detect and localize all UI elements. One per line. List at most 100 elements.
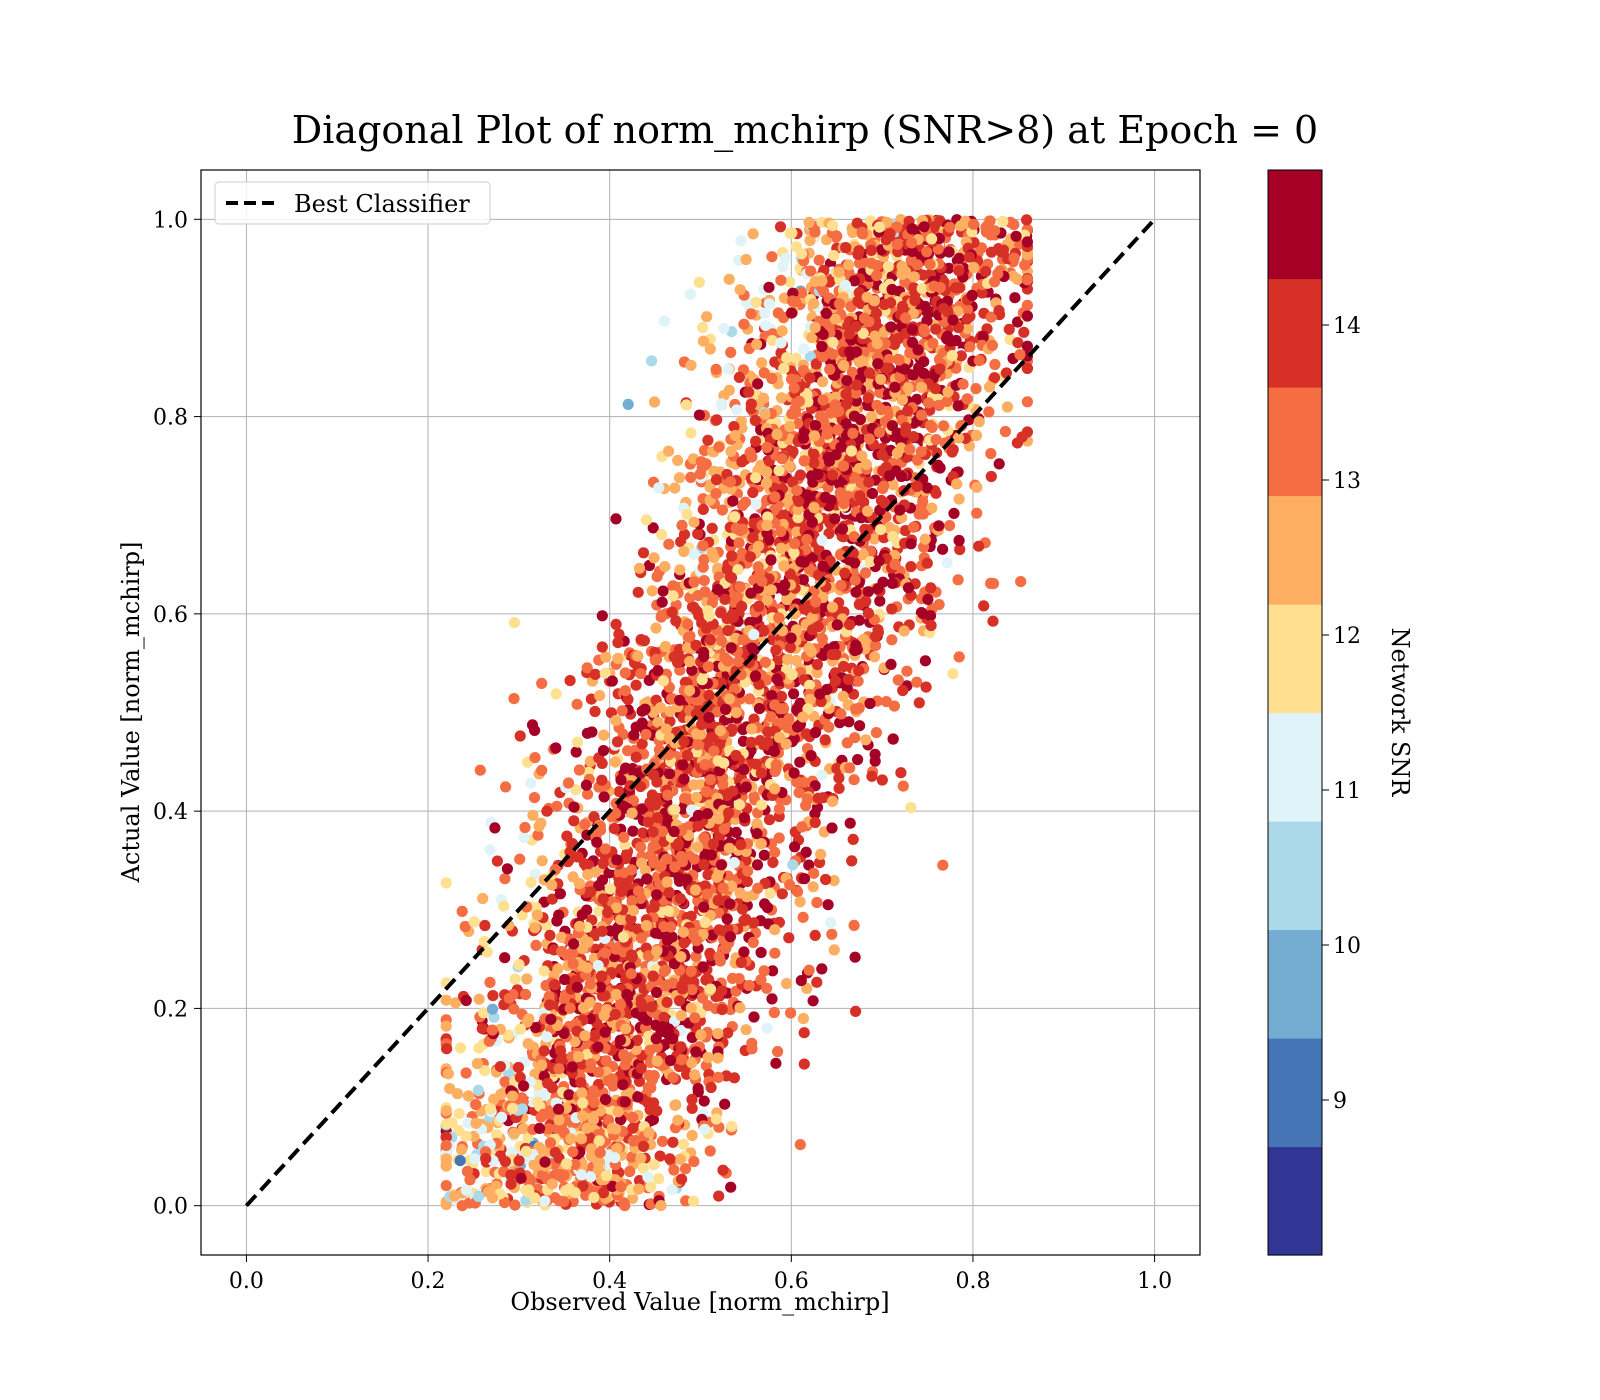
scatter-point	[783, 460, 796, 472]
scatter-point	[553, 1114, 565, 1126]
scatter-point	[856, 450, 868, 462]
scatter-point	[761, 1022, 773, 1034]
scatter-point	[619, 1200, 631, 1212]
scatter-point	[1009, 292, 1021, 304]
scatter-point	[852, 675, 864, 687]
scatter-point	[544, 929, 556, 942]
scatter-point	[761, 594, 774, 606]
scatter-point	[613, 786, 625, 798]
scatter-point	[652, 665, 664, 677]
scatter-point	[736, 601, 748, 613]
scatter-point	[817, 328, 829, 340]
scatter-point	[613, 867, 626, 879]
scatter-point	[1012, 316, 1024, 328]
scatter-point	[783, 713, 795, 725]
scatter-point	[789, 841, 801, 853]
scatter-point	[616, 885, 629, 897]
scatter-point	[751, 859, 764, 871]
scatter-point	[854, 257, 866, 269]
scatter-point	[898, 625, 910, 637]
scatter-point	[902, 582, 915, 594]
scatter-point	[695, 1029, 707, 1041]
scatter-point	[746, 451, 758, 463]
scatter-point	[747, 228, 759, 240]
scatter-point	[778, 362, 790, 374]
scatter-point	[692, 1083, 704, 1095]
scatter-point	[762, 726, 774, 738]
scatter-point	[570, 784, 582, 796]
scatter-point	[866, 487, 879, 500]
scatter-point	[618, 1049, 630, 1061]
scatter-point	[658, 965, 671, 978]
scatter-point	[746, 642, 758, 654]
scatter-point	[606, 1122, 619, 1135]
scatter-point	[865, 411, 878, 423]
scatter-point	[642, 950, 655, 962]
scatter-point	[901, 665, 913, 677]
scatter-point	[635, 841, 647, 853]
scatter-point	[807, 881, 819, 893]
scatter-point	[573, 877, 586, 890]
scatter-point	[706, 731, 718, 743]
scatter-point	[536, 677, 548, 690]
scatter-point	[692, 809, 705, 821]
scatter-point	[917, 508, 929, 520]
scatter-point	[670, 1099, 682, 1111]
scatter-point	[918, 367, 930, 380]
scatter-point	[797, 364, 810, 377]
scatter-point	[882, 362, 894, 374]
scatter-point	[702, 661, 714, 673]
scatter-point	[928, 221, 940, 233]
scatter-point	[805, 750, 817, 762]
scatter-point	[477, 892, 489, 905]
scatter-point	[546, 1178, 558, 1190]
scatter-point	[712, 1052, 724, 1064]
scatter-point	[848, 531, 860, 543]
scatter-point	[1021, 310, 1033, 322]
scatter-point	[831, 424, 844, 436]
scatter-point	[599, 1093, 612, 1106]
scatter-point	[564, 675, 576, 687]
scatter-point	[597, 1187, 610, 1199]
scatter-point	[733, 973, 745, 985]
scatter-point	[796, 248, 808, 260]
scatter-point	[750, 498, 762, 510]
scatter-point	[854, 490, 866, 502]
scatter-point	[917, 495, 929, 507]
scatter-point	[508, 693, 520, 705]
scatter-point	[509, 973, 521, 985]
scatter-point	[822, 899, 834, 911]
scatter-point	[672, 1114, 684, 1126]
scatter-point	[941, 557, 953, 569]
scatter-point	[891, 238, 904, 250]
scatter-point	[636, 857, 648, 869]
scatter-point	[724, 898, 736, 910]
scatter-point	[784, 568, 796, 580]
scatter-point	[573, 764, 586, 776]
scatter-point	[763, 298, 775, 310]
scatter-point	[719, 593, 731, 606]
scatter-point	[985, 448, 997, 460]
scatter-point	[891, 447, 904, 459]
scatter-point	[704, 799, 716, 811]
scatter-point	[946, 350, 958, 362]
scatter-point	[868, 533, 880, 545]
scatter-point	[916, 381, 928, 393]
scatter-point	[825, 917, 837, 929]
scatter-point	[775, 690, 788, 703]
scatter-point	[973, 540, 985, 552]
scatter-point	[656, 596, 668, 608]
scatter-point	[775, 526, 787, 538]
scatter-point	[719, 652, 731, 664]
scatter-point	[663, 445, 675, 457]
scatter-points	[440, 214, 1033, 1212]
scatter-point	[761, 466, 773, 478]
scatter-point	[676, 980, 688, 992]
scatter-point	[806, 624, 819, 636]
scatter-point	[804, 372, 816, 384]
scatter-point	[656, 609, 668, 621]
scatter-point	[530, 1022, 542, 1034]
scatter-point	[776, 325, 788, 337]
scatter-point	[667, 1033, 679, 1045]
scatter-point	[538, 965, 550, 977]
